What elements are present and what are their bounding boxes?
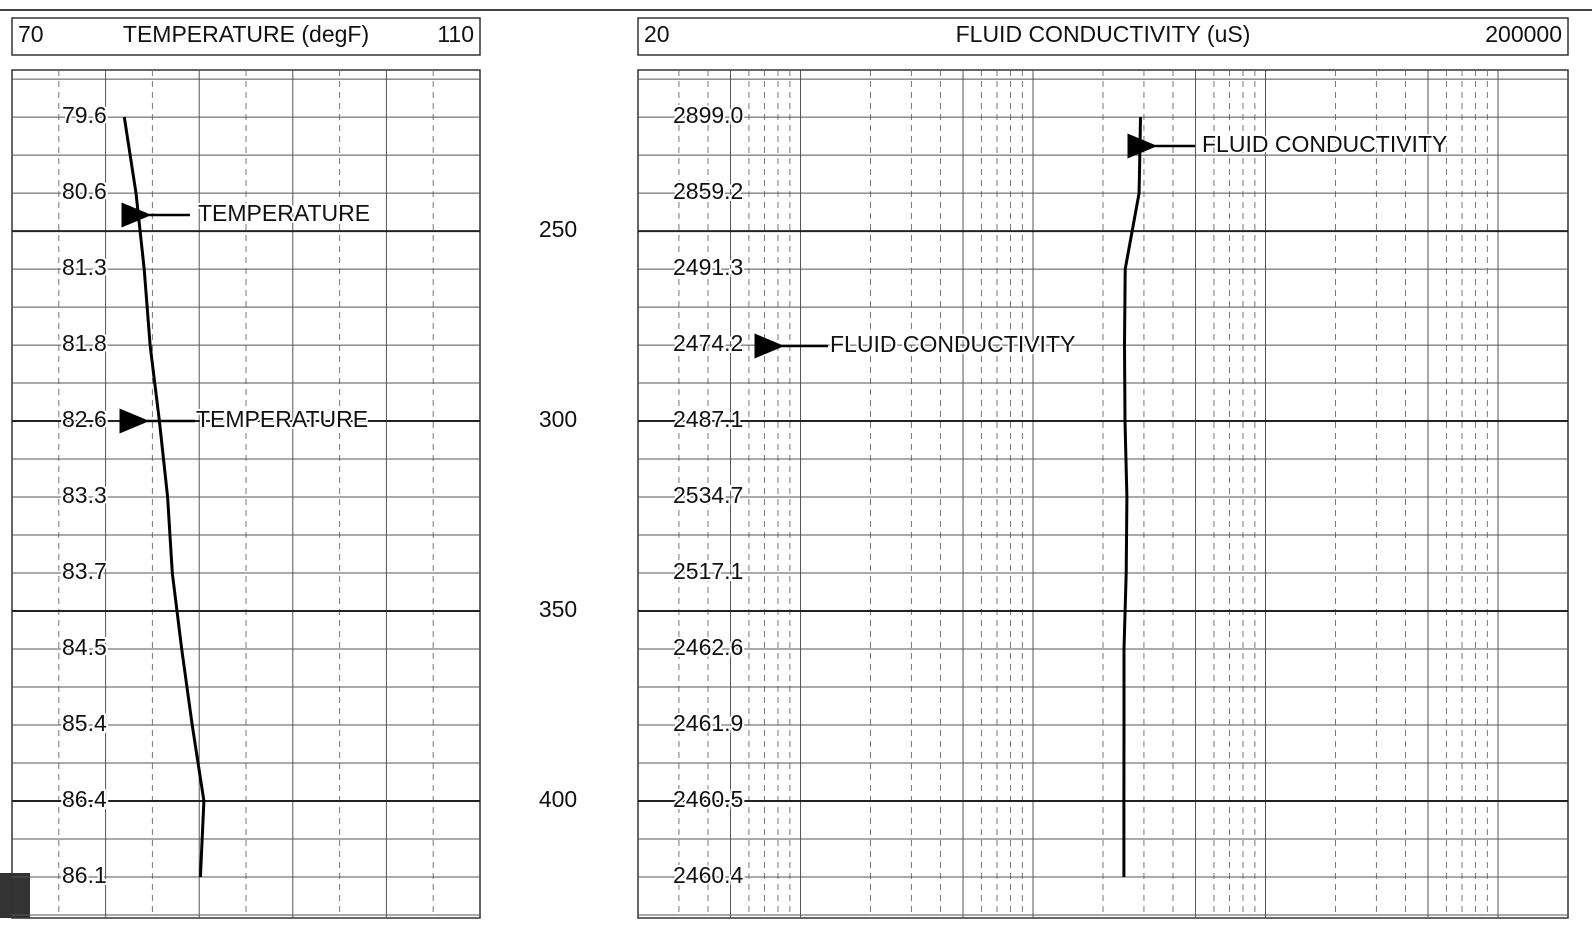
scale-max: 200000 — [1485, 21, 1562, 47]
reading-label: 2487.1 — [673, 406, 743, 432]
reading-label: 2462.6 — [673, 634, 743, 660]
reading-label: 85.4 — [62, 710, 107, 736]
scale-min: 20 — [644, 21, 670, 47]
depth-label: 250 — [539, 216, 577, 242]
reading-label: 2517.1 — [673, 558, 743, 584]
reading-label: 86.1 — [62, 862, 107, 888]
track-header — [637, 17, 1569, 56]
reading-label: 83.7 — [62, 558, 107, 584]
track-title: FLUID CONDUCTIVITY (uS) — [956, 21, 1251, 47]
reading-label: 2460.4 — [673, 862, 744, 888]
scale-max: 110 — [437, 21, 474, 47]
depth-label: 300 — [539, 406, 577, 432]
curve — [1122, 117, 1142, 877]
curve — [122, 116, 206, 878]
scale-min: 70 — [18, 21, 44, 47]
reading-label: 2460.5 — [673, 786, 743, 812]
reading-label: 84.5 — [62, 634, 107, 660]
annotation: FLUID CONDUCTIVITY — [1202, 131, 1447, 157]
reading-label: 83.3 — [62, 482, 107, 508]
reading-label: 2461.9 — [673, 710, 743, 736]
reading-label: 2491.3 — [673, 254, 743, 280]
track-title: TEMPERATURE (degF) — [123, 21, 369, 47]
reading-label: 2899.0 — [673, 102, 743, 128]
depth-label: 350 — [539, 596, 577, 622]
annotation: FLUID CONDUCTIVITY — [830, 331, 1075, 357]
scan-artifact — [0, 873, 30, 918]
depth-label: 400 — [539, 786, 577, 812]
reading-label: 2859.2 — [673, 178, 743, 204]
reading-label: 82.6 — [62, 406, 107, 432]
annotation: TEMPERATURE — [196, 406, 368, 432]
reading-label: 81.3 — [62, 254, 107, 280]
annotation: TEMPERATURE — [198, 200, 370, 226]
track-header — [11, 17, 481, 56]
reading-label: 2534.7 — [673, 482, 743, 508]
reading-label: 2474.2 — [673, 330, 743, 356]
reading-label: 80.6 — [62, 178, 107, 204]
reading-label: 79.6 — [62, 102, 107, 128]
reading-label: 86.4 — [62, 786, 107, 812]
reading-label: 81.8 — [62, 330, 107, 356]
